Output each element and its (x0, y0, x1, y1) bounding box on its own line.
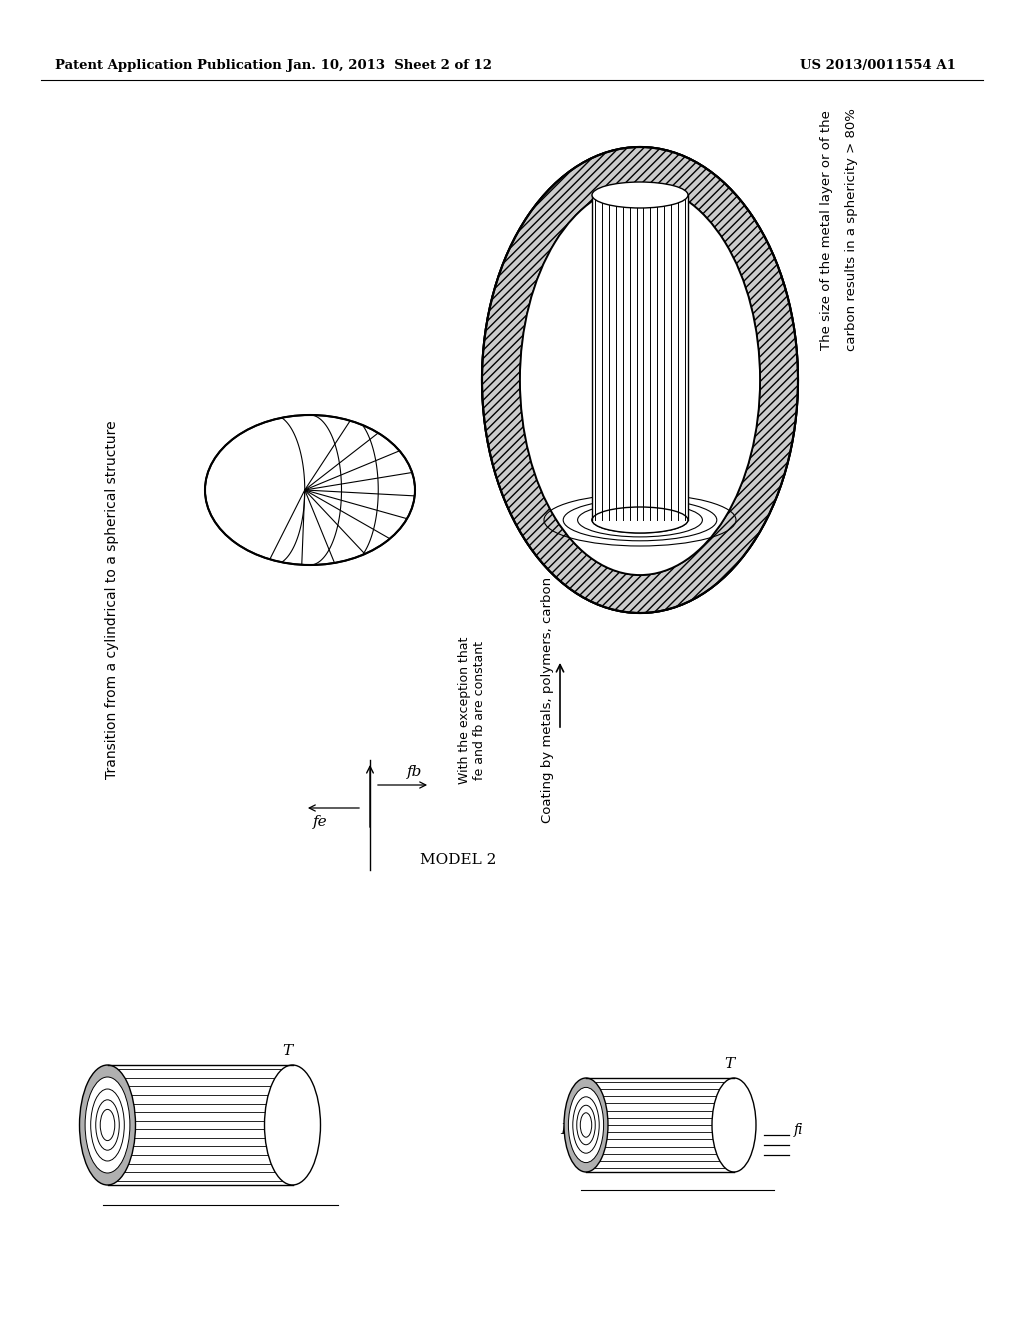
Ellipse shape (85, 1077, 130, 1173)
Ellipse shape (205, 414, 415, 565)
Ellipse shape (100, 1109, 115, 1140)
Ellipse shape (564, 1078, 608, 1172)
Ellipse shape (581, 1113, 592, 1138)
Text: The size of the metal layer or of the: The size of the metal layer or of the (820, 110, 833, 350)
Text: Jan. 10, 2013  Sheet 2 of 12: Jan. 10, 2013 Sheet 2 of 12 (288, 58, 493, 71)
Ellipse shape (91, 1089, 124, 1162)
Text: carbon results in a sphericity > 80%: carbon results in a sphericity > 80% (845, 108, 858, 351)
Bar (108, 1065, 293, 1185)
Bar (586, 1078, 734, 1172)
Ellipse shape (80, 1065, 135, 1185)
Text: With the exception that
fe and fb are constant: With the exception that fe and fb are co… (458, 636, 486, 784)
Text: Coating by metals, polymers, carbon: Coating by metals, polymers, carbon (542, 577, 555, 824)
Ellipse shape (264, 1065, 321, 1185)
Ellipse shape (482, 147, 798, 612)
Text: B: B (560, 1123, 571, 1137)
Text: T: T (724, 1057, 734, 1071)
Ellipse shape (712, 1078, 756, 1172)
Text: US 2013/0011554 A1: US 2013/0011554 A1 (800, 58, 955, 71)
Ellipse shape (592, 507, 688, 533)
Text: fb: fb (408, 766, 423, 779)
Ellipse shape (520, 185, 760, 576)
Text: fi: fi (794, 1123, 804, 1137)
Ellipse shape (592, 182, 688, 209)
Text: MODEL 2: MODEL 2 (420, 853, 497, 867)
Text: B: B (80, 1123, 91, 1137)
Ellipse shape (577, 1105, 595, 1144)
Ellipse shape (572, 1097, 599, 1154)
Text: fe: fe (312, 814, 328, 829)
FancyBboxPatch shape (592, 195, 688, 520)
Ellipse shape (568, 1088, 603, 1163)
Ellipse shape (95, 1100, 119, 1150)
Ellipse shape (520, 185, 760, 576)
Ellipse shape (482, 147, 798, 612)
Text: Patent Application Publication: Patent Application Publication (55, 58, 282, 71)
Text: T: T (283, 1044, 293, 1059)
Text: Transition from a cylindrical to a spherical structure: Transition from a cylindrical to a spher… (105, 421, 119, 779)
